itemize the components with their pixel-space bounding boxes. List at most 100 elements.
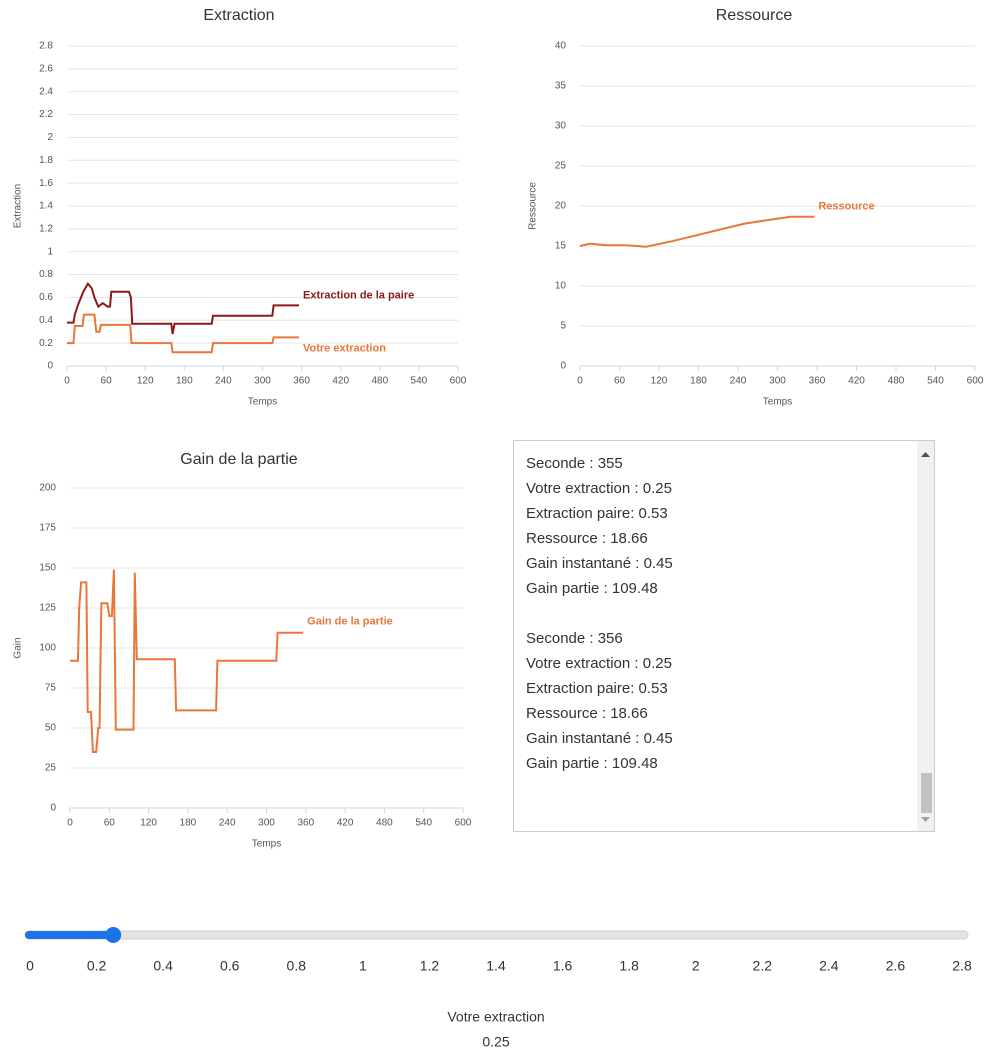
x-tick-label: 120 (137, 376, 154, 387)
x-tick-label: 360 (293, 376, 310, 387)
x-tick-label: 240 (730, 376, 747, 387)
series-line (579, 215, 815, 248)
slider-tick-label: 1.6 (553, 958, 573, 974)
y-tick-label: 150 (39, 563, 56, 574)
slider-tick-label: 2 (692, 958, 700, 974)
scroll-thumb[interactable] (921, 773, 932, 813)
x-tick-label: 0 (64, 376, 70, 387)
log-line: Gain partie : 109.48 (526, 580, 658, 597)
y-tick-label: 40 (555, 41, 567, 52)
x-tick-label: 480 (371, 376, 388, 387)
x-tick-label: 600 (967, 376, 984, 387)
y-tick-label: 2.6 (39, 63, 53, 74)
y-tick-label: 125 (39, 603, 56, 614)
log-line: Gain instantané : 0.45 (526, 730, 673, 747)
x-tick-label: 300 (769, 376, 786, 387)
x-tick-label: 600 (450, 376, 467, 387)
x-tick-label: 600 (455, 818, 472, 829)
y-tick-label: 1.8 (39, 155, 53, 166)
log-line: Seconde : 355 (526, 455, 623, 472)
x-tick-label: 540 (927, 376, 944, 387)
y-tick-label: 0.2 (39, 338, 53, 349)
y-tick-label: 2 (47, 132, 53, 143)
slider-tick-label: 0.4 (153, 958, 173, 974)
y-tick-label: 200 (39, 483, 56, 494)
x-tick-label: 240 (219, 818, 236, 829)
log-line: Ressource : 18.66 (526, 705, 648, 722)
log-line: Votre extraction : 0.25 (526, 480, 672, 497)
slider-tick-label: 2.6 (886, 958, 906, 974)
series-line (70, 569, 304, 753)
y-tick-label: 5 (560, 321, 566, 332)
x-tick-label: 480 (376, 818, 393, 829)
series-line (67, 313, 299, 354)
y-tick-label: 175 (39, 523, 56, 534)
slider-tick-label: 1.2 (420, 958, 440, 974)
y-tick-label: 15 (555, 241, 567, 252)
log-line: Votre extraction : 0.25 (526, 655, 672, 672)
chart-title: Gain de la partie (180, 451, 298, 468)
y-tick-label: 0 (560, 361, 566, 372)
chart-title: Ressource (716, 7, 793, 24)
x-tick-label: 300 (254, 376, 271, 387)
slider-tick-label: 2.2 (753, 958, 773, 974)
log-line: Seconde : 356 (526, 630, 623, 647)
x-tick-label: 180 (180, 818, 197, 829)
y-tick-label: 0 (50, 803, 56, 814)
x-tick-label: 420 (332, 376, 349, 387)
log-line: Extraction paire: 0.53 (526, 505, 668, 522)
y-tick-label: 1.4 (39, 201, 53, 212)
series-label: Votre extraction (303, 342, 386, 354)
y-tick-label: 20 (555, 201, 567, 212)
x-tick-label: 0 (67, 818, 73, 829)
y-tick-label: 25 (45, 763, 57, 774)
slider-label: Votre extraction (447, 1009, 544, 1025)
x-axis-label: Temps (763, 397, 792, 408)
log-line: Extraction paire: 0.53 (526, 680, 668, 697)
slider-tick-label: 2.4 (819, 958, 839, 974)
series-label: Extraction de la paire (303, 289, 414, 301)
series-label: Ressource (818, 201, 874, 213)
slider-thumb[interactable] (105, 927, 122, 943)
log-line: Ressource : 18.66 (526, 530, 648, 547)
x-axis-label: Temps (252, 839, 281, 850)
x-tick-label: 60 (101, 376, 113, 387)
series-line (67, 281, 299, 335)
x-tick-label: 0 (577, 376, 583, 387)
log-line: Gain partie : 109.48 (526, 755, 658, 772)
y-tick-label: 30 (555, 121, 567, 132)
y-tick-label: 0.4 (39, 315, 53, 326)
y-tick-label: 0.8 (39, 269, 53, 280)
slider-tick-label: 1.8 (619, 958, 639, 974)
y-axis-label: Ressource (528, 182, 539, 230)
x-tick-label: 420 (337, 818, 354, 829)
slider-tick-label: 0.2 (87, 958, 107, 974)
y-tick-label: 2.8 (39, 41, 53, 52)
slider-track (24, 930, 969, 940)
y-tick-label: 2.4 (39, 86, 53, 97)
y-tick-label: 100 (39, 643, 56, 654)
x-tick-label: 240 (215, 376, 232, 387)
x-tick-label: 180 (690, 376, 707, 387)
y-tick-label: 0 (47, 361, 53, 372)
log-box[interactable]: Seconde : 355 Votre extraction : 0.25 Extr… (513, 440, 935, 832)
slider-fill (25, 931, 114, 939)
y-tick-label: 10 (555, 281, 567, 292)
y-tick-label: 75 (45, 683, 57, 694)
slider-tick-label: 2.8 (952, 958, 972, 974)
scrollbar[interactable] (917, 441, 934, 831)
y-tick-label: 1.2 (39, 223, 53, 234)
slider-tick-label: 0.8 (287, 958, 307, 974)
log-entry: Seconde : 355 Votre extraction : 0.25 Extr… (526, 451, 673, 601)
x-tick-label: 60 (614, 376, 626, 387)
x-tick-label: 60 (104, 818, 116, 829)
y-tick-label: 50 (45, 723, 57, 734)
y-tick-label: 0.6 (39, 292, 53, 303)
y-axis-label: Gain (13, 637, 24, 658)
chart-title: Extraction (203, 7, 274, 24)
x-tick-label: 360 (297, 818, 314, 829)
y-tick-label: 1.6 (39, 178, 53, 189)
slider-tick-label: 0 (26, 958, 34, 974)
